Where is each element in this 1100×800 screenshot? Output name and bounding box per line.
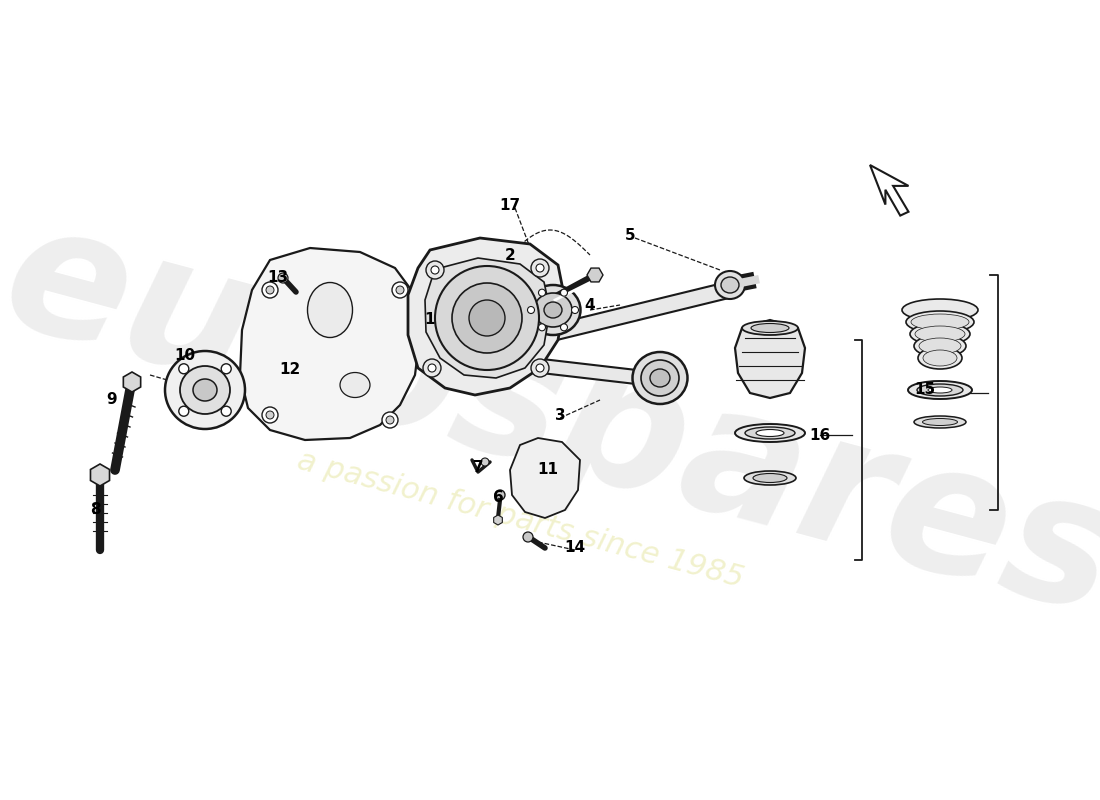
- Polygon shape: [240, 248, 420, 440]
- Ellipse shape: [544, 302, 562, 318]
- Ellipse shape: [918, 338, 961, 354]
- Circle shape: [531, 259, 549, 277]
- Ellipse shape: [308, 282, 352, 338]
- Circle shape: [386, 416, 394, 424]
- Ellipse shape: [340, 373, 370, 398]
- Ellipse shape: [906, 311, 974, 333]
- Ellipse shape: [917, 384, 962, 396]
- Circle shape: [561, 324, 568, 331]
- Polygon shape: [490, 353, 663, 387]
- Ellipse shape: [165, 351, 245, 429]
- Ellipse shape: [902, 299, 978, 321]
- Ellipse shape: [720, 277, 739, 293]
- Ellipse shape: [754, 474, 786, 482]
- Circle shape: [522, 532, 534, 542]
- Ellipse shape: [923, 350, 957, 366]
- Ellipse shape: [915, 326, 965, 342]
- Circle shape: [278, 273, 288, 283]
- Ellipse shape: [526, 285, 581, 335]
- Circle shape: [469, 300, 505, 336]
- Circle shape: [262, 282, 278, 298]
- Circle shape: [495, 490, 505, 500]
- Circle shape: [266, 286, 274, 294]
- Text: 6: 6: [493, 490, 504, 506]
- Circle shape: [481, 458, 490, 466]
- Text: 16: 16: [810, 427, 830, 442]
- Text: 10: 10: [175, 347, 196, 362]
- Circle shape: [382, 412, 398, 428]
- Ellipse shape: [715, 271, 745, 299]
- Text: 9: 9: [107, 393, 118, 407]
- Polygon shape: [870, 165, 909, 215]
- Text: 4: 4: [585, 298, 595, 313]
- Ellipse shape: [756, 430, 784, 437]
- Text: 7: 7: [473, 461, 483, 475]
- Text: 12: 12: [279, 362, 300, 378]
- Circle shape: [426, 261, 444, 279]
- Ellipse shape: [534, 293, 572, 327]
- Ellipse shape: [735, 424, 805, 442]
- Circle shape: [539, 289, 546, 296]
- Circle shape: [531, 359, 549, 377]
- Circle shape: [561, 289, 568, 296]
- Circle shape: [424, 359, 441, 377]
- Circle shape: [221, 364, 231, 374]
- Ellipse shape: [641, 360, 679, 396]
- Ellipse shape: [192, 379, 217, 401]
- Polygon shape: [408, 238, 565, 395]
- Ellipse shape: [914, 416, 966, 428]
- Text: 2: 2: [505, 247, 516, 262]
- Circle shape: [539, 324, 546, 331]
- Ellipse shape: [180, 366, 230, 414]
- Circle shape: [221, 406, 231, 416]
- Text: 8: 8: [90, 502, 100, 518]
- Ellipse shape: [632, 352, 688, 404]
- Circle shape: [536, 364, 544, 372]
- Ellipse shape: [914, 335, 966, 357]
- Ellipse shape: [650, 369, 670, 387]
- Ellipse shape: [751, 323, 789, 333]
- Text: 13: 13: [267, 270, 288, 286]
- Polygon shape: [735, 320, 805, 398]
- Circle shape: [179, 364, 189, 374]
- Text: eurospares: eurospares: [0, 187, 1100, 653]
- Text: 3: 3: [554, 407, 565, 422]
- Text: a passion for parts since 1985: a passion for parts since 1985: [294, 446, 747, 594]
- Ellipse shape: [918, 347, 962, 369]
- Polygon shape: [554, 282, 730, 340]
- Circle shape: [528, 306, 535, 314]
- Circle shape: [179, 406, 189, 416]
- Polygon shape: [425, 258, 550, 378]
- Text: 17: 17: [499, 198, 520, 213]
- Ellipse shape: [928, 387, 952, 393]
- Circle shape: [572, 306, 579, 314]
- Circle shape: [266, 411, 274, 419]
- Ellipse shape: [744, 471, 796, 485]
- Text: 5: 5: [625, 227, 636, 242]
- Circle shape: [262, 407, 278, 423]
- Circle shape: [536, 264, 544, 272]
- Ellipse shape: [908, 381, 972, 399]
- Text: 15: 15: [914, 382, 936, 398]
- Ellipse shape: [742, 321, 797, 335]
- Ellipse shape: [911, 314, 969, 330]
- Polygon shape: [510, 438, 580, 518]
- Circle shape: [428, 364, 436, 372]
- Circle shape: [434, 266, 539, 370]
- Text: 1: 1: [425, 313, 436, 327]
- Ellipse shape: [910, 323, 970, 345]
- Ellipse shape: [923, 418, 957, 426]
- Circle shape: [431, 266, 439, 274]
- Ellipse shape: [745, 427, 795, 439]
- Circle shape: [452, 283, 522, 353]
- Circle shape: [396, 286, 404, 294]
- Text: 14: 14: [564, 541, 585, 555]
- Circle shape: [392, 282, 408, 298]
- Text: 11: 11: [538, 462, 559, 478]
